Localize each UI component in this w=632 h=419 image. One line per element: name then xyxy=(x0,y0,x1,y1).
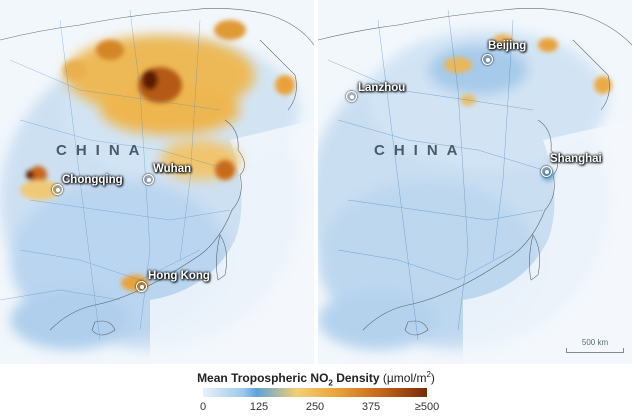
city-label-beijing: Beijing xyxy=(488,40,527,52)
map-panel-after: CHINA Beijing Lanzhou Shanghai xyxy=(318,0,632,364)
legend-title-main: Mean Tropospheric NO xyxy=(197,371,329,385)
city-marker-lanzhou xyxy=(346,91,357,102)
scale-bar-label: 500 km xyxy=(581,338,609,347)
city-label-wuhan: Wuhan xyxy=(153,163,192,175)
country-label-china-after: CHINA xyxy=(374,142,467,159)
city-label-chongqing: Chongqing xyxy=(62,174,123,186)
legend-title-sub: 2 xyxy=(328,378,333,388)
legend-colorbar xyxy=(203,388,427,397)
legend-title: Mean Tropospheric NO2 Density (µmol/m2) xyxy=(0,370,632,387)
scale-bar-line xyxy=(566,348,624,353)
legend-title-rest: Density xyxy=(332,371,383,385)
city-marker-beijing xyxy=(482,54,493,65)
city-marker-hong-kong xyxy=(136,281,147,292)
legend-tick-375: 375 xyxy=(361,401,381,413)
legend-tick-125: 125 xyxy=(249,401,269,413)
city-label-shanghai: Shanghai xyxy=(550,153,602,165)
map-panel-before: CHINA Chongqing Wuhan Hong Kong xyxy=(0,0,314,364)
city-marker-shanghai xyxy=(541,166,552,177)
map-before-graphic xyxy=(0,0,314,364)
scale-bar: 500 km xyxy=(566,338,624,353)
legend-unit: (µmol/m xyxy=(382,371,427,385)
legend-unit-end: ) xyxy=(430,371,435,385)
city-marker-wuhan xyxy=(143,174,154,185)
legend-tick-250: 250 xyxy=(305,401,325,413)
legend-unit-sup: 2 xyxy=(426,370,431,379)
city-marker-chongqing xyxy=(52,184,63,195)
city-label-hong-kong: Hong Kong xyxy=(148,270,210,282)
legend-tick-500: ≥500 xyxy=(414,401,440,413)
city-label-lanzhou: Lanzhou xyxy=(358,82,406,94)
map-after-graphic xyxy=(318,0,632,364)
country-label-china: CHINA xyxy=(56,142,149,159)
panel-divider xyxy=(314,0,318,364)
legend-tick-0: 0 xyxy=(199,401,207,413)
